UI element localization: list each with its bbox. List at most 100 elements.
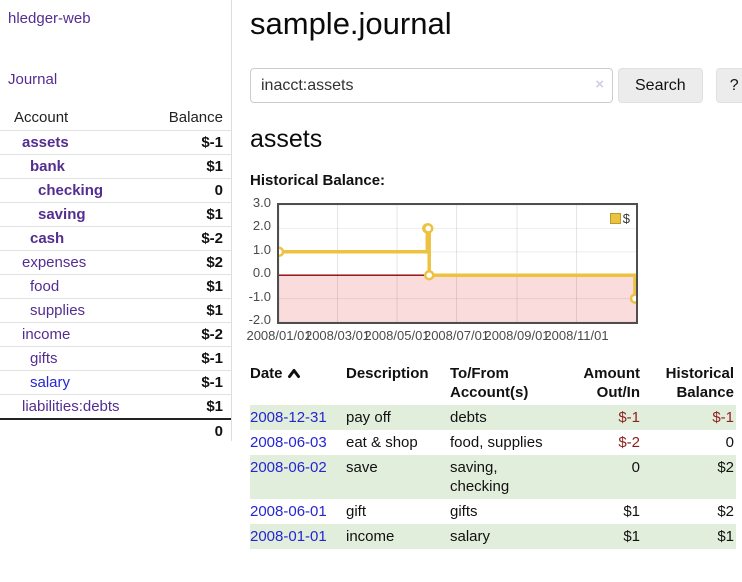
account-balance: $-1 [141,370,231,395]
sort-ascending-icon [287,369,300,378]
account-balance: $-1 [141,346,231,371]
accounts-col-balance: Balance [168,109,223,126]
account-balance: $1 [141,154,231,179]
transaction-balance: $2 [642,455,736,499]
transaction-amount: 0 [562,455,642,499]
account-row: expenses $2 [0,250,231,275]
transaction-description: pay off [346,405,450,430]
transaction-balance: 0 [725,434,734,451]
col-accounts: To/From Account(s) [450,365,529,401]
search-form: × Search ? [250,68,742,103]
accounts-table-body: assets $-1 bank $1 checking 0 saving $1 cash $-2 e… [0,130,231,419]
account-row: saving $1 [0,202,231,227]
search-input[interactable] [250,68,613,103]
account-balance: 0 [141,178,231,203]
transaction-date-cell: 2008-06-02 [250,455,346,499]
x-tick-label: 2008/07/01 [423,328,490,343]
transaction-row: 2008-01-01 income salary $1 $1 [250,524,736,549]
chart-canvas [279,205,636,322]
account-row: gifts $-1 [0,346,231,371]
brand-link[interactable]: hledger-web [8,10,91,27]
transaction-date-link[interactable]: 2008-01-01 [250,528,327,545]
accounts-table: Account Balance assets $-1 bank $1 checking 0… [0,105,231,443]
transactions-table: Date Description To/From Account(s) Amou… [250,361,736,549]
help-button[interactable]: ? [715,68,742,103]
x-tick-label: 2008/01/01 [246,328,312,343]
transaction-description: income [346,524,450,549]
sidebar: hledger-web Journal Account Balance asse… [0,0,232,443]
chart-legend: $ [607,210,632,227]
transaction-date-link[interactable]: 2008-12-31 [250,409,327,426]
col-amount: Amount Out/In [583,365,640,401]
x-tick-label: 2008/03/01 [304,328,371,343]
account-link[interactable]: gifts [30,350,58,367]
historical-balance-chart: 3.0 2.0 1.0 0.0 -1.0 -2.0 $ 2008/01/01 2008/03… [246,196,736,346]
x-tick-label: 2008/09/01 [484,328,550,343]
transaction-date-link[interactable]: 2008-06-02 [250,459,327,476]
transaction-description: save [346,455,450,499]
transaction-amount: $1 [623,503,640,520]
clear-search-icon[interactable]: × [595,76,604,93]
account-balance: $-2 [141,322,231,347]
account-link[interactable]: income [22,326,71,343]
sidebar-item-journal[interactable]: Journal [8,71,58,88]
account-link[interactable]: expenses [22,254,87,271]
transaction-accounts: saving, checking [450,455,562,499]
y-tick-label: 0.0 [252,265,271,281]
account-link[interactable]: bank [30,158,66,175]
col-description: Description [346,365,429,382]
transaction-date-link[interactable]: 2008-06-03 [250,434,327,451]
transaction-accounts: debts [450,405,562,430]
account-balance: $-1 [141,130,231,155]
account-row: cash $-2 [0,226,231,251]
transaction-row: 2008-06-03 eat & shop food, supplies $-2 0 [250,430,736,455]
accounts-total-balance: 0 [141,418,231,443]
chart-title: Historical Balance: [250,172,386,189]
account-link[interactable]: assets [22,134,69,151]
transaction-date-cell: 2008-06-03 [250,430,346,455]
transaction-description: eat & shop [346,434,418,451]
account-row: supplies $1 [0,298,231,323]
account-balance: $1 [141,298,231,323]
col-date: Date [250,361,346,405]
account-row: income $-2 [0,322,231,347]
transaction-row: 2008-06-02 save saving, checking 0 $2 [250,455,736,499]
account-link[interactable]: salary [30,374,71,391]
transaction-date-cell: 2008-01-01 [250,524,346,549]
transaction-amount: $1 [562,524,642,549]
account-link[interactable]: food [30,278,60,295]
account-link[interactable]: liabilities:debts [22,398,120,415]
y-tick-label: 3.0 [252,195,271,210]
account-balance: $1 [141,394,231,419]
x-tick-label: 2008/05/01 [364,328,430,343]
account-link[interactable]: checking [38,182,104,199]
transaction-accounts: salary [450,524,562,549]
account-balance: $2 [141,250,231,275]
account-row: assets $-1 [0,130,231,155]
transaction-balance: $2 [717,503,734,520]
transaction-date-cell: 2008-12-31 [250,405,346,430]
account-balance: $-2 [141,226,231,251]
account-row: liabilities:debts $1 [0,394,231,419]
account-link[interactable]: cash [30,230,65,247]
transaction-date-cell: 2008-06-01 [250,499,346,524]
account-row: checking 0 [0,178,231,203]
account-row: food $1 [0,274,231,299]
account-link[interactable]: saving [38,206,86,223]
transaction-balance: $1 [642,524,736,549]
transaction-row: 2008-12-31 pay off debts $-1 $-1 [250,405,736,430]
main-content: sample.journal × Search ? assets Histori… [246,0,742,549]
transactions-table-body: 2008-12-31 pay off debts $-1 $-1 2008-06-03 ea… [250,405,736,549]
search-button[interactable]: Search [618,68,703,103]
transaction-date-link[interactable]: 2008-06-01 [250,503,327,520]
legend-swatch-icon [609,213,621,224]
transaction-accounts: gifts [450,503,478,520]
transaction-balance: $-1 [642,405,736,430]
account-link[interactable]: supplies [30,302,86,319]
account-row: bank $1 [0,154,231,179]
transaction-description: gift [346,503,367,520]
page-title: sample.journal [250,6,452,41]
account-balance: $1 [141,202,231,227]
y-tick-label: 1.0 [252,241,271,257]
chart-plot-area: $ [277,203,638,324]
